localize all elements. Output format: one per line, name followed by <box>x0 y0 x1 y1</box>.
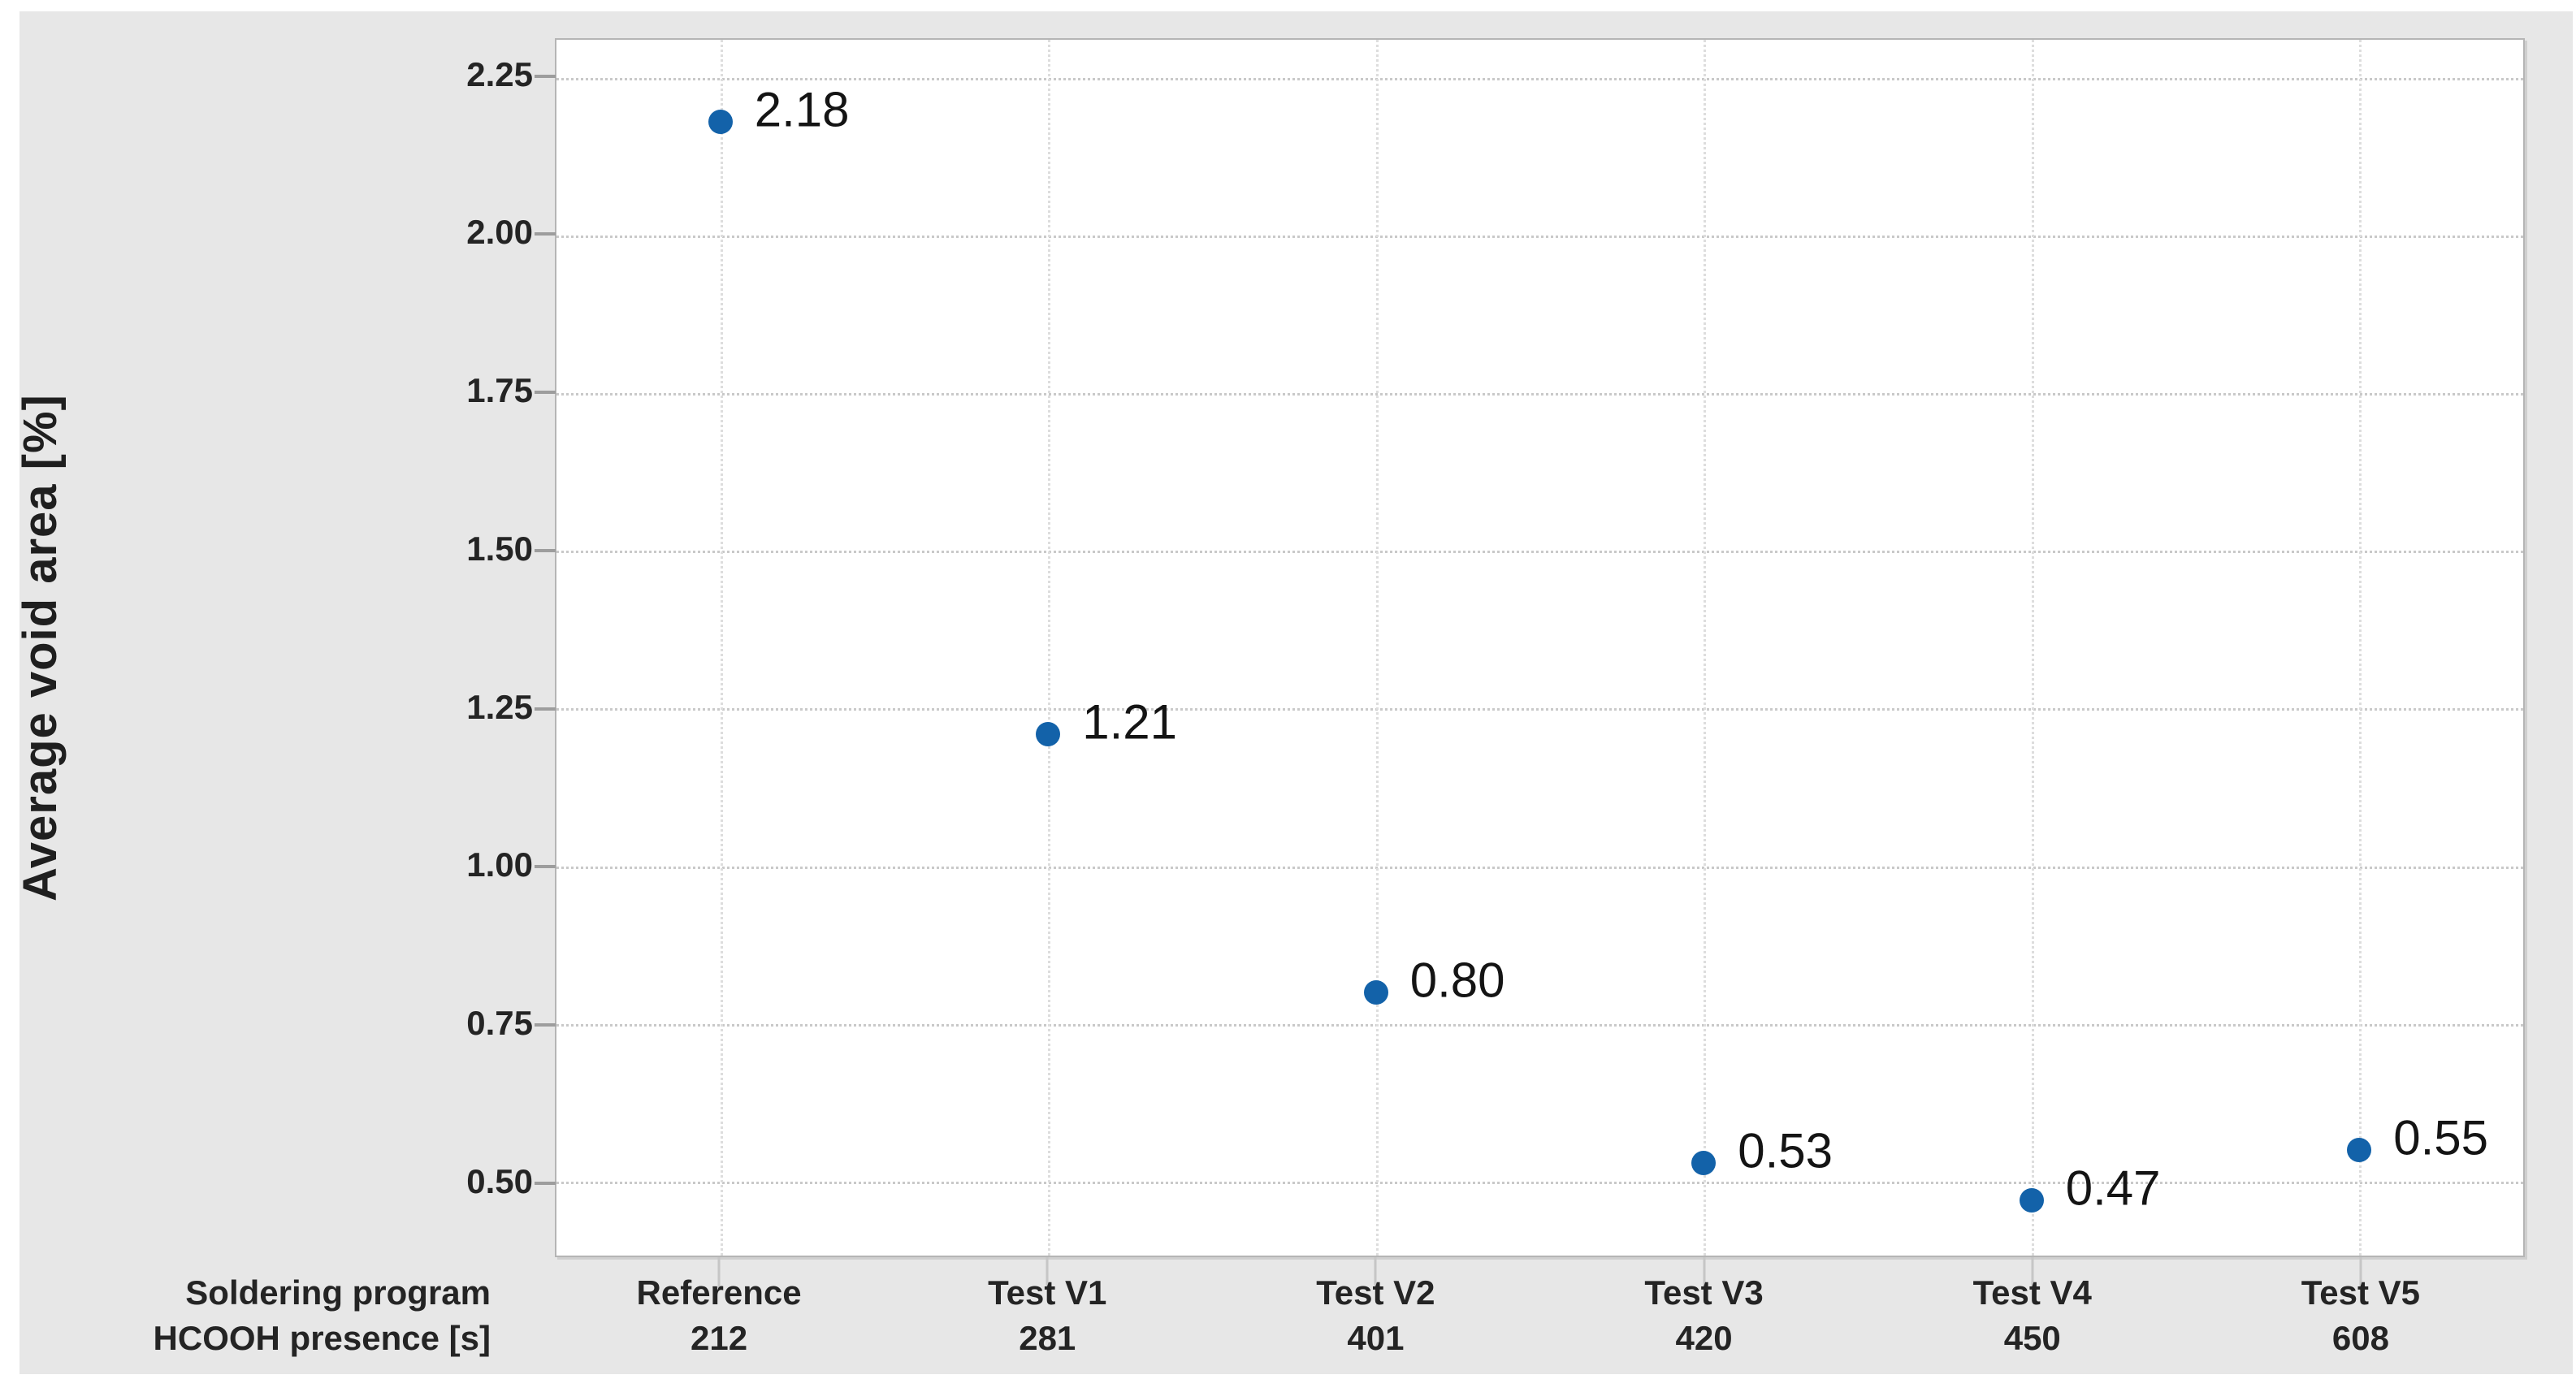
x-axis-row-label-program: Soldering program <box>185 1273 491 1312</box>
x-category-label: Reference <box>636 1273 802 1312</box>
x-tick-mark <box>1046 1257 1049 1288</box>
x-tick-mark <box>1703 1257 1706 1288</box>
data-point <box>1036 721 1061 746</box>
y-tick-mark <box>535 232 556 236</box>
x-hcooh-value-label: 401 <box>1347 1319 1405 1357</box>
y-tick-label: 2.00 <box>466 213 533 252</box>
data-point-label: 0.53 <box>1738 1123 1834 1178</box>
data-point <box>1363 980 1388 1005</box>
x-hcooh-value-label: 281 <box>1019 1319 1076 1357</box>
h-gridline <box>556 551 2523 554</box>
x-category-label: Test V2 <box>1316 1273 1435 1312</box>
v-gridline <box>1704 40 1707 1256</box>
h-gridline <box>556 77 2523 80</box>
h-gridline <box>556 1023 2523 1027</box>
x-tick-mark <box>2359 1257 2362 1288</box>
v-gridline <box>1375 40 1379 1256</box>
x-category-label: Test V1 <box>988 1273 1107 1312</box>
x-axis-row-label-hcooh: HCOOH presence [s] <box>153 1319 491 1357</box>
y-tick-label: 0.75 <box>466 1004 533 1043</box>
data-point-label: 2.18 <box>754 82 850 137</box>
y-tick-mark <box>535 391 556 395</box>
x-category-label: Test V5 <box>2301 1273 2421 1312</box>
data-point <box>708 109 733 134</box>
x-hcooh-value-label: 608 <box>2331 1319 2389 1357</box>
data-point-label: 0.55 <box>2393 1110 2489 1165</box>
data-point-label: 0.47 <box>2065 1161 2161 1216</box>
h-gridline <box>556 866 2523 869</box>
x-hcooh-value-label: 450 <box>2003 1319 2061 1357</box>
y-tick-label: 1.75 <box>466 371 533 410</box>
h-gridline <box>556 393 2523 396</box>
v-gridline <box>720 40 723 1256</box>
y-tick-label: 1.00 <box>466 845 533 884</box>
y-tick-mark <box>535 1023 556 1027</box>
h-gridline <box>556 708 2523 711</box>
y-tick-label: 1.50 <box>466 530 533 568</box>
h-gridline <box>556 235 2523 238</box>
y-tick-mark <box>535 865 556 869</box>
x-hcooh-value-label: 212 <box>691 1319 748 1357</box>
data-point <box>1691 1150 1717 1175</box>
x-category-label: Test V4 <box>1972 1273 2092 1312</box>
y-tick-label: 2.25 <box>466 54 533 93</box>
x-tick-mark <box>1374 1257 1377 1288</box>
x-hcooh-value-label: 420 <box>1675 1319 1733 1357</box>
v-gridline <box>2359 40 2362 1256</box>
y-tick-mark <box>535 707 556 711</box>
x-tick-mark <box>717 1257 721 1288</box>
x-category-label: Test V3 <box>1644 1273 1764 1312</box>
y-tick-label: 1.25 <box>466 687 533 726</box>
data-point <box>2019 1188 2044 1213</box>
v-gridline <box>2031 40 2034 1256</box>
h-gridline <box>556 1182 2523 1185</box>
x-tick-mark <box>2031 1257 2034 1288</box>
y-tick-mark <box>535 1181 556 1185</box>
data-point <box>2347 1138 2372 1163</box>
y-axis-title: Average void area [%] <box>14 394 67 901</box>
data-point-label: 0.80 <box>1409 953 1505 1008</box>
data-point-label: 1.21 <box>1082 694 1178 750</box>
y-tick-label: 0.50 <box>466 1161 533 1200</box>
plot-area: 2.18 1.21 0.80 0.53 0.47 0.55 <box>555 38 2525 1257</box>
v-gridline <box>1048 40 1051 1256</box>
y-tick-mark <box>535 548 556 552</box>
y-tick-mark <box>535 74 556 78</box>
